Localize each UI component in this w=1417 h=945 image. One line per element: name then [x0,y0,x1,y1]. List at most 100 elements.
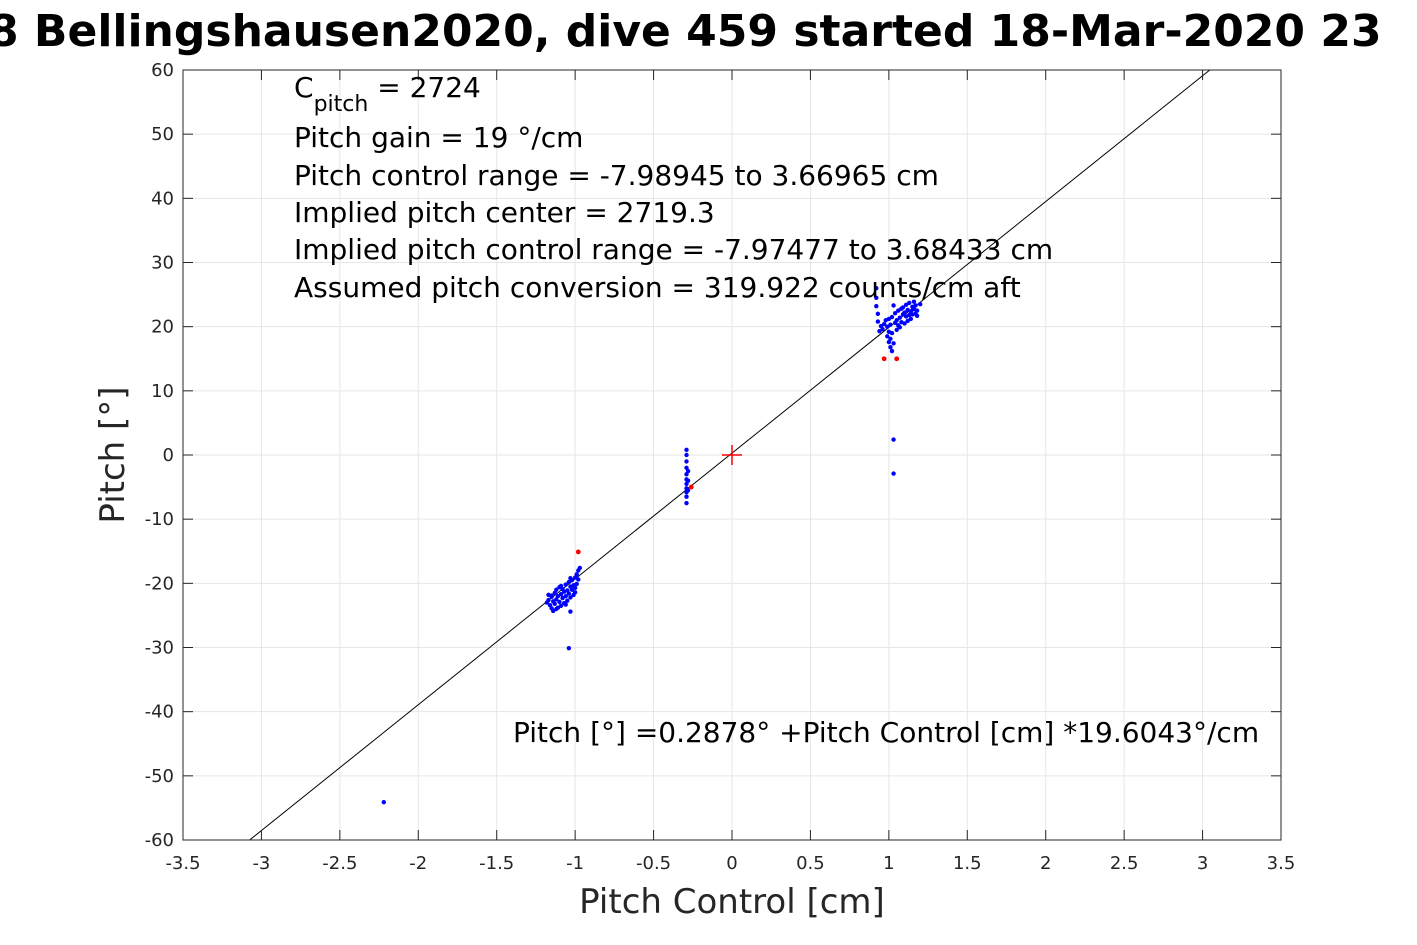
annotation-line: Implied pitch control range = -7.97477 t… [294,233,1053,266]
x-tick-label: -0.5 [636,853,671,874]
x-tick-label: -3.5 [165,853,200,874]
y-tick-label: 50 [151,124,174,145]
data-point [891,303,896,308]
y-tick-label: 20 [151,317,174,338]
x-tick-label: -2 [409,853,427,874]
data-point [888,336,893,342]
data-point [897,315,903,320]
data-point [888,345,893,350]
data-point [891,471,896,476]
data-point [914,313,920,318]
data-point [874,303,879,309]
data-point [563,593,568,599]
data-point [874,285,879,291]
data-point [881,321,887,327]
y-tick-label: 10 [151,381,174,402]
y-tick-label: -20 [145,573,174,594]
x-tick-label: -2.5 [322,853,357,874]
data-point [684,447,689,453]
data-point [546,597,551,603]
data-point [889,330,895,336]
data-point [574,581,579,587]
y-axis-label: Pitch [°] [93,386,133,523]
data-point [568,609,573,614]
data-point [577,565,583,571]
x-tick-label: 0 [726,853,737,874]
data-point [685,488,691,493]
outlier-point [881,356,887,362]
data-point [557,599,562,605]
data-points [381,285,923,805]
data-point [907,300,912,306]
data-point [902,310,907,315]
y-tick-label: 0 [163,445,174,466]
x-tick-label: -3 [252,853,270,874]
data-point [914,308,920,313]
annotation-block: Cpitch = 2724 Pitch gain = 19 °/cm Pitch c… [294,71,1053,304]
data-point [554,606,559,612]
x-tick-label: 1.5 [953,853,982,874]
data-point [558,583,564,589]
y-tick-label: 30 [151,253,174,274]
x-tick-label: 3.5 [1267,853,1296,874]
data-point [888,322,893,327]
data-point [568,595,573,600]
x-tick-label: 1 [883,853,894,874]
data-point [894,327,899,333]
x-tick-label: -1.5 [479,853,514,874]
data-point [565,598,570,603]
outlier-point [575,549,581,555]
data-point [685,478,691,483]
fit-equation-label: Pitch [°] =0.2878° +Pitch Control [cm] *… [513,716,1259,749]
data-point [684,494,689,499]
annotation-line: Pitch control range = -7.98945 to 3.6696… [294,159,939,192]
data-point [875,319,881,324]
data-point [913,303,918,308]
annotation-line: Cpitch = 2724 [294,71,481,117]
data-point [381,799,386,805]
x-tick-label: 0.5 [796,853,825,874]
data-point [902,321,907,326]
x-tick-label: 3 [1197,853,1208,874]
data-point [894,318,899,323]
x-tick-label: 2.5 [1110,853,1139,874]
y-tick-label: -30 [145,638,174,659]
data-point [563,602,568,607]
data-point [892,310,898,316]
data-point [918,302,923,307]
data-point [566,645,572,651]
data-point [911,299,917,304]
annotation-line: Implied pitch center = 2719.3 [294,196,715,229]
y-tick-label: 40 [151,188,174,209]
grid [182,69,1282,841]
y-tick-label: -60 [145,830,174,851]
x-tick-label: 2 [1040,853,1051,874]
data-point [685,468,691,474]
data-point [554,587,559,592]
data-point [558,592,564,597]
data-point [572,590,578,595]
data-point [566,591,572,596]
data-point [900,305,906,310]
data-point [552,601,557,607]
data-point [558,603,564,608]
outlier-point [688,484,694,490]
data-point [885,334,890,339]
chart-title: 8 Bellingshausen2020, dive 459 started 1… [0,6,1382,57]
annotation-line: Pitch gain = 19 °/cm [294,121,583,154]
data-point [684,459,689,464]
data-point [574,572,579,577]
x-axis-label: Pitch Control [cm] [579,882,885,922]
data-point [897,325,903,330]
center-marker-group [722,445,742,465]
data-point [568,576,573,581]
data-point [684,452,689,458]
data-point [572,585,578,591]
data-point [891,437,896,442]
annotation-line: Assumed pitch conversion = 319.922 count… [294,271,1021,304]
data-point [880,327,885,332]
y-tick-label: 60 [151,60,174,81]
outlier-point [894,356,900,362]
data-point [889,314,895,320]
